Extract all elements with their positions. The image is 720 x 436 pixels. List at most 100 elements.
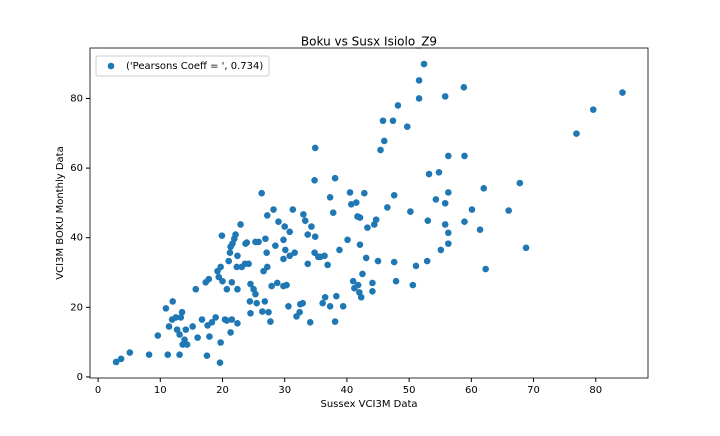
point [154,332,162,339]
point [516,179,524,187]
point [189,323,196,330]
point [176,351,183,358]
point [308,223,315,230]
point [212,314,219,321]
point [336,246,343,254]
point [435,168,443,176]
point [208,319,216,326]
point [476,226,484,234]
point [339,302,347,310]
point [304,260,312,268]
point [299,299,307,307]
point [445,229,452,237]
point [409,281,417,289]
point [183,341,191,348]
point [347,200,355,208]
point [300,211,307,218]
point [247,280,254,288]
point [172,314,180,321]
point [228,316,236,323]
point [194,334,201,341]
point [361,189,368,197]
point [480,184,488,192]
point [243,239,251,246]
point [461,152,468,160]
point [359,270,366,278]
point [258,189,265,197]
point [441,199,449,207]
point [619,89,626,96]
point [296,308,303,316]
point [369,288,376,295]
point [356,214,364,221]
point [445,152,452,160]
point [424,217,432,224]
point [291,249,298,256]
x-tick-label: 0 [95,385,101,396]
point [262,235,269,243]
point [280,236,287,244]
point [379,117,387,125]
point [263,212,271,219]
point [216,359,224,366]
point [259,308,266,315]
point [219,277,226,285]
point [425,170,433,178]
point [482,265,489,273]
point [407,208,414,215]
point [226,249,234,256]
point [255,238,262,246]
y-tick-label: 80 [70,93,83,104]
point [203,352,211,360]
point [268,282,275,290]
point [311,144,319,152]
point [445,240,452,247]
x-tick-label: 50 [403,385,416,396]
point [364,224,371,231]
point [282,246,289,254]
point [460,84,468,91]
point [234,320,241,327]
point [218,232,226,239]
point [205,275,213,283]
point [234,252,241,260]
point [321,293,329,301]
point [390,191,398,199]
point [192,285,200,293]
point [319,299,326,307]
point [357,293,365,301]
point [173,326,181,333]
point [390,258,398,266]
point [331,318,339,325]
point [112,358,120,366]
point [223,285,231,293]
point [301,217,309,224]
point [227,329,234,336]
point [234,285,241,293]
y-axis-label: VCI3M BOKU Monthly Data [55,146,66,279]
point [275,218,282,226]
point [289,206,297,213]
point [228,278,236,286]
point [247,309,254,317]
point [589,106,597,113]
point [178,308,186,316]
point [286,252,293,260]
x-tick-label: 60 [465,385,478,396]
point [263,263,271,271]
point [331,174,339,182]
point [415,77,423,84]
point [573,130,580,137]
x-tick-label: 70 [527,385,540,396]
point [346,189,354,196]
y-tick-label: 20 [70,302,83,313]
point [349,277,357,285]
y-tick-label: 40 [70,233,83,244]
point [233,263,241,271]
point [389,117,397,125]
point [126,349,134,356]
point [286,228,293,236]
point [165,323,173,330]
point [225,257,233,265]
